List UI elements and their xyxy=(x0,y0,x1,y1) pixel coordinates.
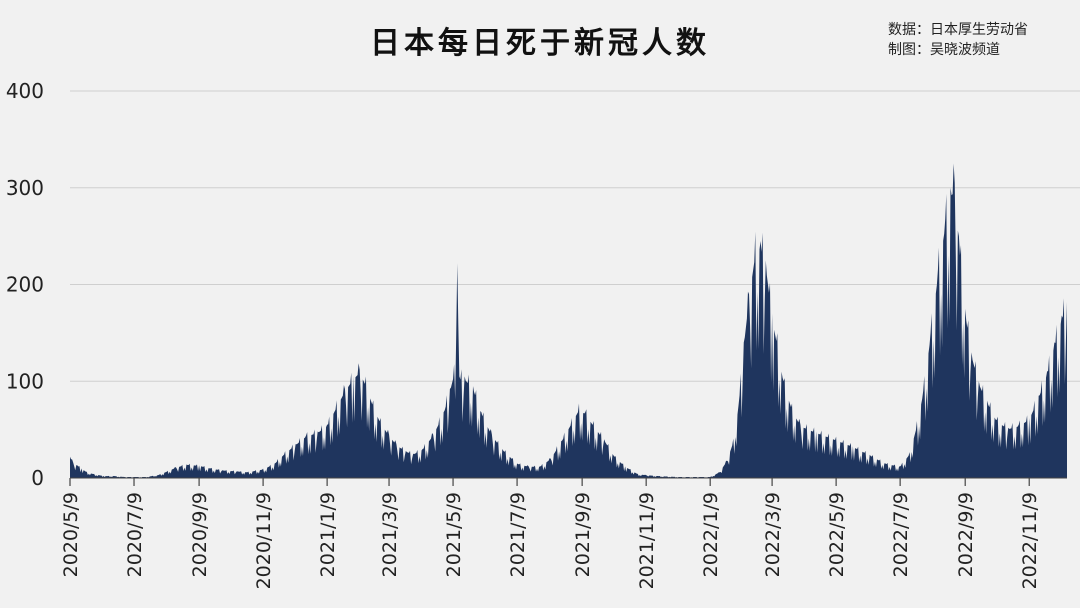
plot-area xyxy=(70,163,1067,479)
x-tick-label: 2021/5/9 xyxy=(443,492,465,577)
y-tick-label: 200 xyxy=(6,273,44,297)
x-tick-label: 2020/7/9 xyxy=(124,492,146,577)
x-tick-label: 2020/9/9 xyxy=(189,492,211,577)
x-tick-label: 2022/5/9 xyxy=(826,492,848,577)
x-tick-label: 2021/1/9 xyxy=(317,492,339,577)
y-tick-label: 300 xyxy=(6,176,44,200)
y-tick-label: 400 xyxy=(6,79,44,103)
x-tick-label: 2022/1/9 xyxy=(700,492,722,577)
y-tick-label: 100 xyxy=(6,369,44,393)
x-tick-label: 2021/9/9 xyxy=(572,492,594,577)
x-tick-label: 2022/7/9 xyxy=(890,492,912,577)
gridlines xyxy=(70,90,1080,382)
x-tick-label: 2022/3/9 xyxy=(762,492,784,577)
y-axis: 0 100 200 300 400 xyxy=(6,79,44,490)
source-line: 数据：日本厚生劳动省 xyxy=(888,22,1028,38)
x-tick-label: 2021/11/9 xyxy=(636,492,658,589)
credits: 数据：日本厚生劳动省 制图：吴晓波频道 xyxy=(888,20,1028,60)
x-axis: 2020/5/9 2020/7/9 2020/9/9 2020/11/9 2021/1/… xyxy=(60,477,1067,589)
chart-title: 日本每日死于新冠人数 xyxy=(370,26,710,61)
series-area xyxy=(70,163,1067,479)
x-tick-label: 2020/11/9 xyxy=(253,492,275,589)
credit-line: 制图：吴晓波频道 xyxy=(888,42,1000,58)
x-tick-label: 2020/5/9 xyxy=(60,492,82,577)
y-tick-label: 0 xyxy=(31,466,44,490)
x-tick-label: 2022/11/9 xyxy=(1019,492,1041,589)
x-tick-label: 2022/9/9 xyxy=(955,492,977,577)
x-tick-label: 2021/7/9 xyxy=(507,492,529,577)
x-tick-label: 2021/3/9 xyxy=(379,492,401,577)
